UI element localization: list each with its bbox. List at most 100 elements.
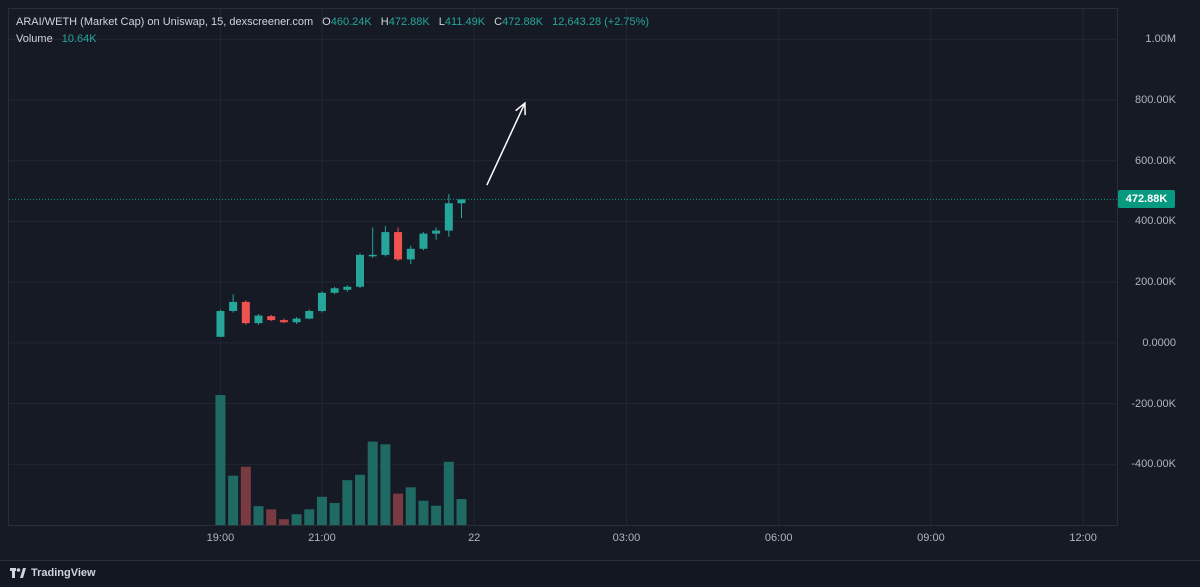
volume-bar: [316, 496, 327, 525]
candle-body: [406, 248, 415, 260]
volume-bar: [304, 509, 315, 525]
candle: [279, 318, 288, 324]
price-tick-label: 200.00K: [1135, 276, 1176, 289]
candle: [419, 232, 428, 251]
candle-body: [241, 301, 250, 324]
candle-body: [317, 292, 326, 312]
time-tick-label: 06:00: [764, 532, 793, 544]
candle-body: [419, 233, 428, 249]
bottom-bar: TradingView: [0, 560, 1200, 587]
open-label: O: [322, 16, 331, 28]
volume-bar: [456, 499, 467, 525]
candle-body: [343, 286, 352, 290]
change-value: 12,643.28 (+2.75%): [552, 16, 650, 28]
low-value: 411.49K: [444, 16, 486, 28]
high-label: H: [380, 16, 389, 28]
candle: [368, 227, 377, 258]
candle: [267, 314, 276, 322]
volume-bar: [355, 474, 366, 525]
volume-value: 10.64K: [61, 33, 97, 45]
candle-body: [444, 203, 453, 231]
grid-lines: [9, 9, 1117, 525]
candle: [330, 286, 339, 295]
candle-body: [292, 318, 301, 323]
candle-body: [254, 315, 263, 324]
low-label: L: [438, 16, 445, 28]
candle: [229, 294, 238, 313]
tradingview-label: TradingView: [31, 567, 96, 579]
close-label: C: [494, 16, 503, 28]
volume-bars: [215, 395, 467, 525]
volume-bar: [240, 466, 251, 525]
candle-body: [394, 232, 403, 260]
price-tick-label: 600.00K: [1135, 154, 1176, 167]
candle: [406, 245, 415, 264]
volume-bar: [228, 475, 239, 525]
candle-body: [229, 301, 238, 312]
time-tick-label: 03:00: [612, 532, 641, 544]
candle: [356, 253, 365, 289]
volume-bar: [380, 444, 391, 525]
candle: [254, 314, 263, 325]
price-axis[interactable]: 1.00M 800.00K 600.00K 400.00K 200.00K 0.0000 -…: [1118, 8, 1200, 526]
volume-bar: [329, 503, 340, 525]
chart-pane[interactable]: [8, 8, 1118, 526]
volume-bar: [405, 487, 416, 525]
time-tick-label: 21:00: [308, 532, 336, 544]
high-value: 472.88K: [388, 16, 430, 28]
candle-body: [381, 232, 390, 255]
candle: [381, 226, 390, 257]
candle: [317, 291, 326, 313]
candle: [216, 309, 225, 337]
volume-bar: [418, 500, 429, 525]
candle: [241, 300, 250, 325]
legend-row-ohlc: ARAI/WETH (Market Cap) on Uniswap, 15, d…: [16, 14, 649, 31]
annotation-arrow: [486, 101, 526, 186]
legend: ARAI/WETH (Market Cap) on Uniswap, 15, d…: [16, 14, 649, 48]
candle-body: [356, 254, 365, 287]
volume-bar: [278, 519, 289, 525]
candle-body: [432, 230, 441, 234]
volume-bar: [443, 461, 454, 525]
volume-bar: [215, 395, 226, 525]
candle-body: [279, 320, 288, 323]
volume-bar: [431, 505, 442, 525]
volume-bar: [253, 506, 264, 525]
symbol-label[interactable]: ARAI/WETH (Market Cap) on Uniswap, 15, d…: [16, 16, 314, 28]
volume-bar: [342, 480, 353, 525]
tradingview-logo[interactable]: TradingView: [10, 567, 96, 579]
candle: [343, 285, 352, 292]
volume-bar: [393, 493, 404, 525]
volume-bar: [367, 441, 378, 525]
price-tick-label: 0.0000: [1142, 336, 1176, 349]
time-tick-label: 22: [468, 532, 481, 544]
price-tick-label: 1.00M: [1145, 33, 1176, 46]
price-tick-label: 400.00K: [1135, 215, 1176, 228]
candle-body: [368, 254, 377, 257]
time-tick-label: 19:00: [206, 532, 235, 544]
price-tick-label: -400.00K: [1131, 458, 1176, 471]
candle: [432, 227, 441, 240]
open-value: 460.24K: [330, 16, 372, 28]
arrow-head: [515, 101, 526, 116]
candle-body: [457, 199, 466, 204]
price-tick-label: 800.00K: [1135, 94, 1176, 107]
arrow-shaft: [486, 102, 526, 186]
volume-bar: [291, 514, 302, 525]
volume-label[interactable]: Volume: [16, 33, 53, 45]
tradingview-icon: [10, 568, 26, 578]
candle-body: [267, 316, 276, 321]
legend-row-volume: Volume 10.64K: [16, 31, 649, 48]
last-price-badge: 472.88K: [1118, 190, 1175, 209]
candle: [457, 199, 466, 219]
volume-bar: [266, 509, 277, 525]
candle-body: [216, 311, 225, 337]
time-tick-label: 12:00: [1069, 532, 1097, 544]
candle-body: [305, 311, 314, 319]
candle: [444, 194, 453, 237]
price-tick-label: -200.00K: [1131, 397, 1176, 410]
candle: [292, 317, 301, 325]
candle-body: [330, 288, 339, 293]
